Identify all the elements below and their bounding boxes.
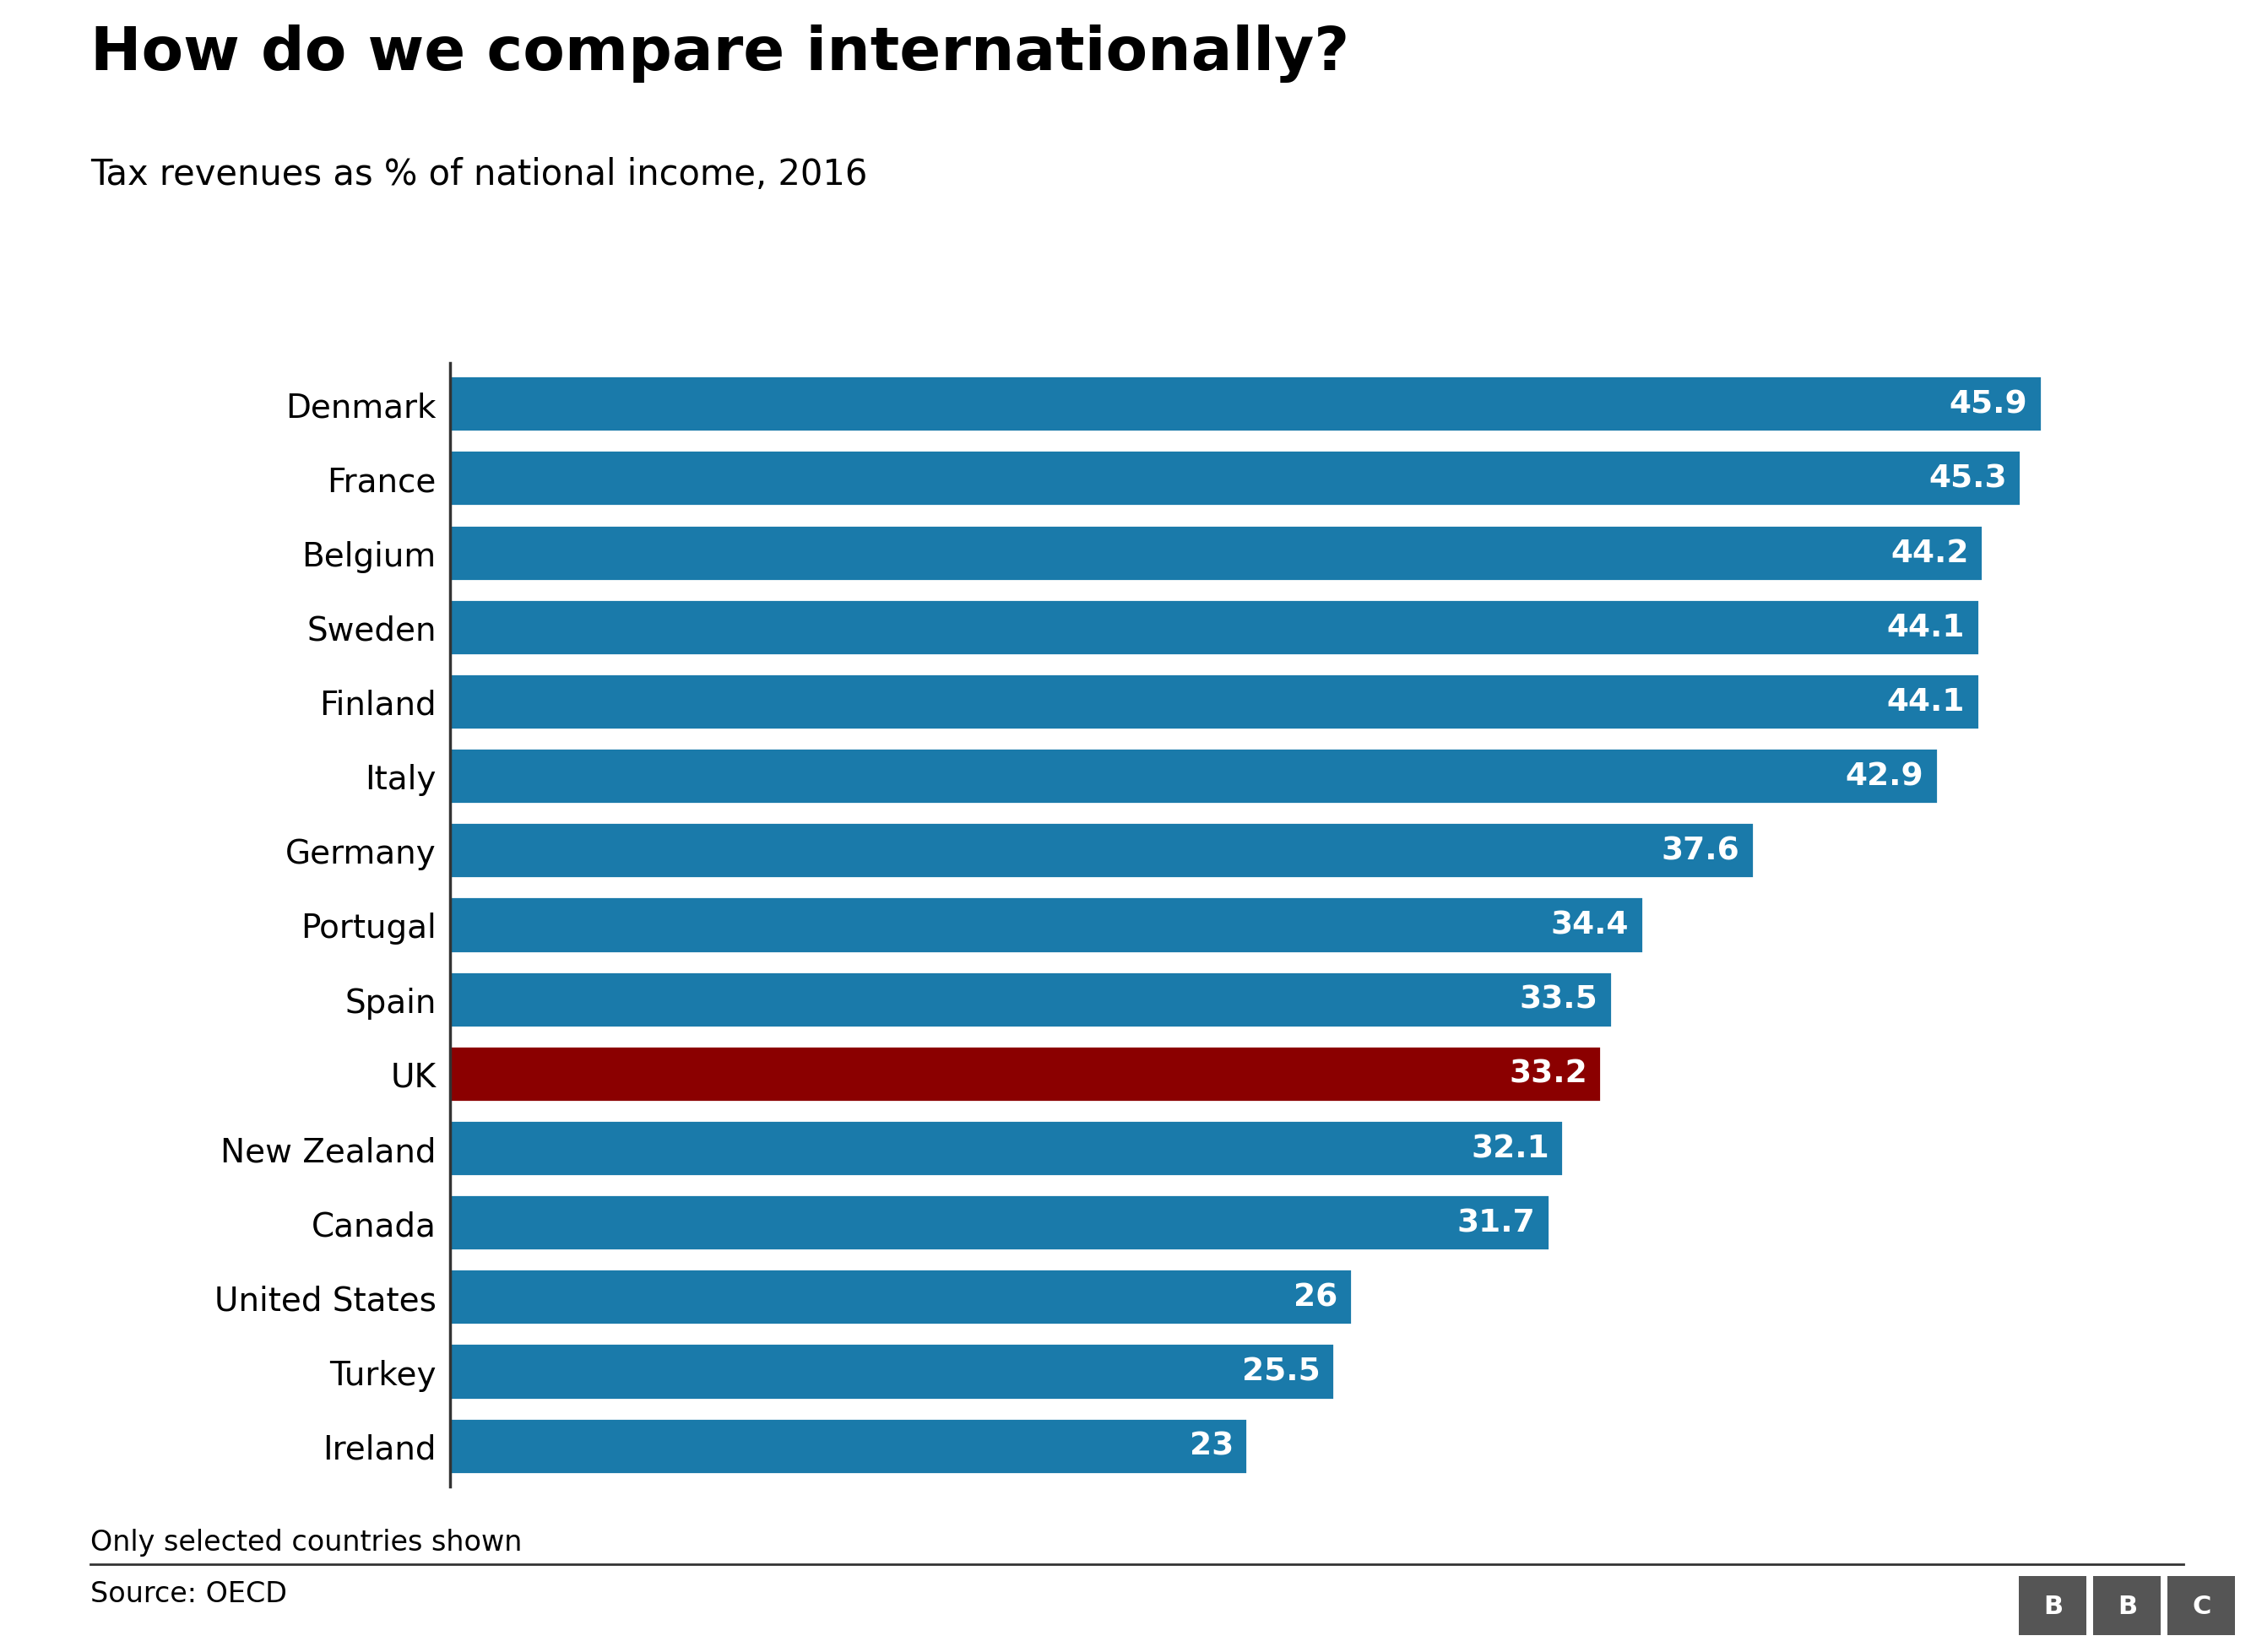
Bar bbox=[450, 1046, 1600, 1102]
Text: B: B bbox=[2044, 1594, 2062, 1617]
Bar bbox=[450, 451, 2021, 507]
Text: Tax revenues as % of national income, 2016: Tax revenues as % of national income, 20… bbox=[90, 157, 867, 192]
Text: 33.5: 33.5 bbox=[1519, 985, 1598, 1014]
Text: C: C bbox=[2192, 1594, 2210, 1617]
Text: 26: 26 bbox=[1294, 1282, 1337, 1312]
Text: 37.6: 37.6 bbox=[1661, 836, 1740, 866]
Bar bbox=[450, 1269, 1351, 1325]
Bar bbox=[450, 377, 2042, 433]
Text: 45.3: 45.3 bbox=[1929, 464, 2006, 494]
Bar bbox=[450, 1417, 1247, 1474]
Text: 42.9: 42.9 bbox=[1846, 762, 1922, 791]
Bar bbox=[450, 525, 1983, 582]
Text: How do we compare internationally?: How do we compare internationally? bbox=[90, 25, 1348, 83]
Text: 44.1: 44.1 bbox=[1886, 687, 1965, 717]
Text: 34.4: 34.4 bbox=[1551, 910, 1630, 940]
Text: 44.2: 44.2 bbox=[1891, 539, 1970, 568]
Text: Source: OECD: Source: OECD bbox=[90, 1579, 286, 1607]
Text: Only selected countries shown: Only selected countries shown bbox=[90, 1528, 522, 1556]
Text: B: B bbox=[2118, 1594, 2136, 1617]
Text: 23: 23 bbox=[1189, 1431, 1234, 1460]
Bar bbox=[450, 674, 1979, 730]
Bar bbox=[450, 897, 1643, 953]
Text: 45.9: 45.9 bbox=[1949, 390, 2028, 420]
Bar bbox=[450, 823, 1754, 879]
Bar bbox=[450, 971, 1612, 1028]
Text: 32.1: 32.1 bbox=[1470, 1133, 1549, 1163]
Bar bbox=[450, 600, 1979, 656]
Bar bbox=[450, 1120, 1562, 1176]
Text: 25.5: 25.5 bbox=[1243, 1356, 1321, 1386]
Bar bbox=[450, 1194, 1549, 1251]
Bar bbox=[450, 1343, 1335, 1399]
Text: 33.2: 33.2 bbox=[1508, 1059, 1587, 1089]
Text: 44.1: 44.1 bbox=[1886, 613, 1965, 643]
Text: 31.7: 31.7 bbox=[1456, 1208, 1535, 1237]
Bar bbox=[450, 748, 1938, 805]
